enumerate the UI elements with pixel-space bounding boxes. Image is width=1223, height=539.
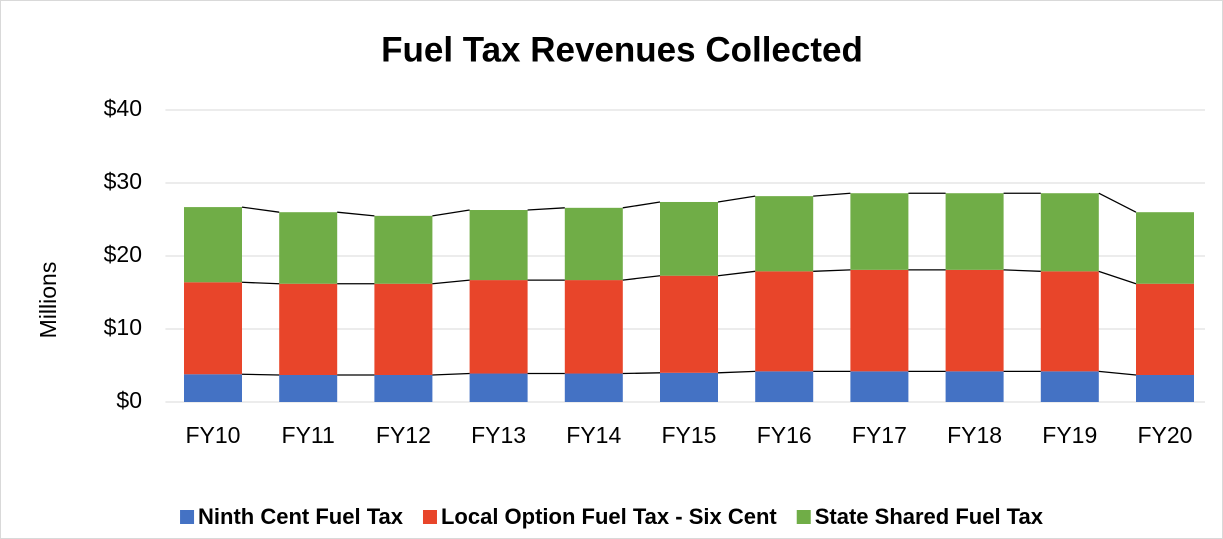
series-line	[622, 275, 661, 281]
bar-segment	[660, 372, 718, 402]
bar-segment	[850, 193, 909, 270]
bar-segment	[660, 201, 718, 276]
bar-segment	[660, 275, 718, 373]
x-tick-label: FY15	[662, 422, 717, 448]
series-line	[432, 372, 470, 376]
bar-segment	[755, 271, 814, 372]
series-line	[241, 206, 280, 213]
series-line	[717, 370, 756, 374]
x-tick-label: FY12	[376, 422, 431, 448]
bar-segment	[469, 280, 528, 374]
series-line	[1098, 192, 1137, 213]
y-tick-label: $10	[104, 314, 142, 340]
series-line	[241, 373, 280, 376]
x-tick-label: FY16	[757, 422, 812, 448]
bar-segment	[564, 280, 623, 374]
series-line	[813, 269, 851, 272]
bar-segment	[184, 374, 242, 402]
bar-segment	[374, 374, 433, 402]
y-tick-label: $20	[104, 241, 142, 267]
bar-segment	[1136, 374, 1194, 402]
series-line	[1098, 270, 1137, 285]
series-line	[622, 201, 661, 209]
bar-segment	[374, 215, 433, 284]
legend-label: Local Option Fuel Tax - Six Cent	[441, 504, 777, 529]
bar-segment	[945, 269, 1004, 372]
bar-segment	[564, 373, 623, 402]
y-tick-label: $30	[104, 168, 142, 194]
bar-segment	[850, 269, 909, 372]
bar-segment	[1040, 271, 1099, 372]
legend-label: Ninth Cent Fuel Tax	[198, 504, 404, 529]
bar-segment	[279, 374, 338, 402]
bar-segment	[564, 207, 623, 281]
bar-segment	[184, 282, 242, 375]
x-tick-label: FY20	[1138, 422, 1193, 448]
bar-segment	[374, 283, 433, 375]
series-line	[622, 372, 661, 375]
bar-segment	[755, 196, 814, 272]
series-line	[432, 279, 470, 285]
bar-segment	[1040, 193, 1099, 272]
series-line	[813, 192, 851, 197]
series-line	[241, 281, 280, 285]
legend-swatch	[796, 510, 811, 524]
bar-segment	[469, 373, 528, 402]
x-tick-label: FY14	[566, 422, 621, 448]
x-tick-label: FY19	[1042, 422, 1097, 448]
x-tick-label: FY11	[282, 422, 335, 448]
bar-segment	[1136, 283, 1194, 375]
legend-swatch	[180, 510, 195, 524]
y-tick-label: $40	[104, 95, 142, 121]
legend-swatch	[422, 510, 437, 524]
chart-title: Fuel Tax Revenues Collected	[381, 30, 863, 69]
x-tick-label: FY18	[947, 422, 1002, 448]
series-line	[527, 207, 565, 211]
x-tick-label: FY10	[186, 422, 241, 448]
bar-segment	[469, 210, 528, 281]
bar-segment	[279, 283, 338, 375]
bar-segment	[279, 212, 338, 284]
bar-segment	[1136, 212, 1194, 284]
bar-segment	[945, 371, 1004, 402]
y-axis-label: Millions	[35, 262, 61, 339]
x-tick-label: FY17	[852, 422, 907, 448]
x-tick-label: FY13	[471, 422, 526, 448]
series-line	[717, 270, 756, 277]
bar-segment	[184, 207, 242, 283]
series-line	[337, 211, 375, 217]
series-line	[432, 209, 470, 217]
y-tick-label: $0	[116, 387, 142, 413]
series-line	[1003, 269, 1041, 272]
legend-label: State Shared Fuel Tax	[815, 504, 1044, 529]
bar-segment	[945, 193, 1004, 270]
series-line	[1098, 370, 1137, 376]
bar-segment	[755, 371, 814, 402]
series-line	[717, 195, 756, 203]
bar-segment	[850, 371, 909, 402]
bar-segment	[1040, 371, 1099, 402]
